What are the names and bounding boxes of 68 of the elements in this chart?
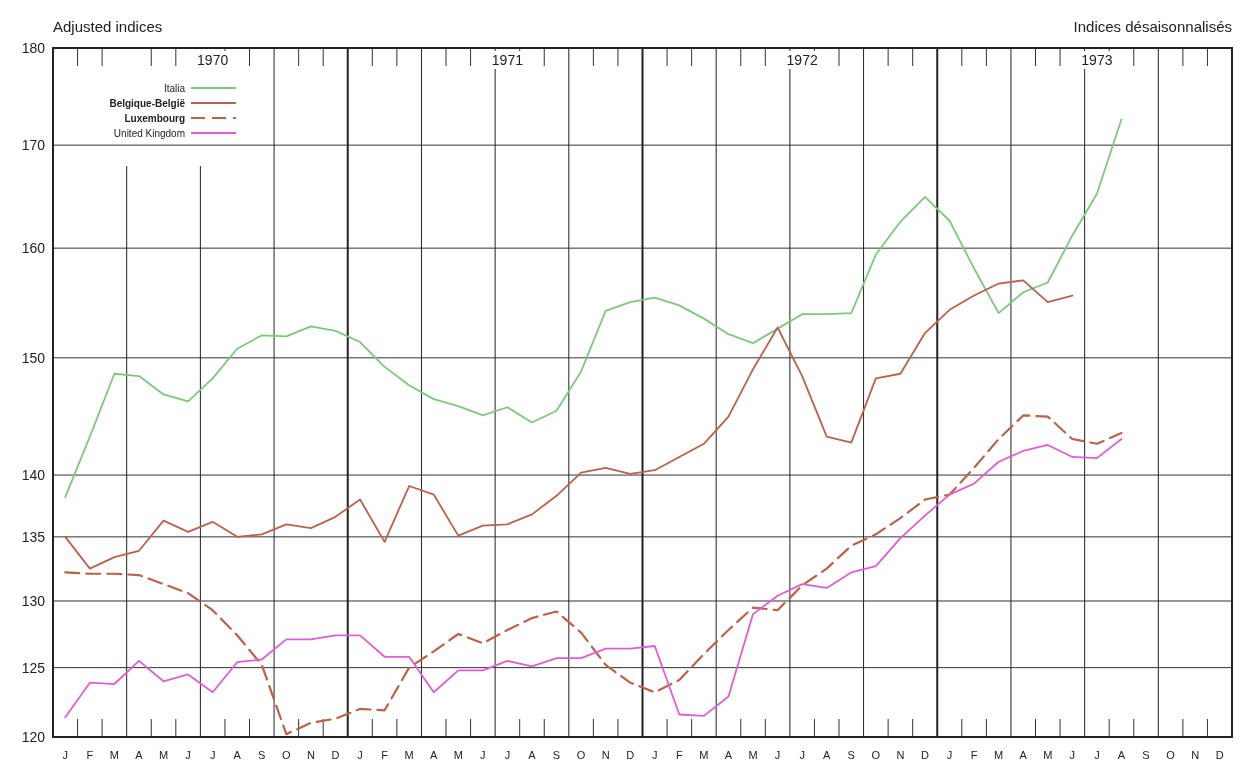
legend-label: Italia <box>163 82 186 94</box>
x-tick-label: D <box>1215 749 1224 761</box>
annotation: 1970 <box>197 52 229 68</box>
x-tick-label: J <box>504 749 511 761</box>
x-tick-label: A <box>135 749 144 761</box>
x-tick-label: A <box>233 749 242 761</box>
x-tick-label: D <box>920 749 929 761</box>
chart-title: Adjusted indices <box>53 18 163 35</box>
x-tick-label: N <box>601 749 610 761</box>
x-tick-label: A <box>528 749 537 761</box>
x-tick-label: M <box>748 749 758 761</box>
y-tick-label: 160 <box>21 240 46 257</box>
x-tick-label: N <box>896 749 905 761</box>
x-tick-label: F <box>970 749 978 761</box>
annotation: 1973 <box>1081 52 1113 68</box>
x-tick-label: A <box>724 749 733 761</box>
y-tick-label: 130 <box>21 592 46 609</box>
x-tick-label: J <box>209 749 216 761</box>
line-series <box>64 279 1074 570</box>
x-tick-label: A <box>430 749 439 761</box>
x-tick-label: J <box>774 749 781 761</box>
x-tick-label: D <box>626 749 635 761</box>
x-tick-label: F <box>86 749 94 761</box>
x-tick-label: F <box>675 749 683 761</box>
x-tick-label: J <box>652 749 658 761</box>
x-tick-label: M <box>158 749 169 761</box>
x-tick-label: M <box>404 749 414 761</box>
x-tick-label: F <box>381 749 389 761</box>
x-tick-label: J <box>1094 749 1100 761</box>
y-tick-label: 135 <box>21 528 46 545</box>
legend-label: Luxembourg <box>124 112 185 124</box>
x-tick-label: J <box>480 749 486 761</box>
x-tick-label: S <box>258 749 266 761</box>
x-tick-label: A <box>1117 749 1126 761</box>
y-tick-label: 150 <box>21 349 46 366</box>
x-tick-label: D <box>331 749 340 761</box>
x-tick-label: N <box>1191 749 1200 761</box>
x-tick-label: M <box>994 749 1004 761</box>
y-tick-label: 140 <box>21 466 46 483</box>
x-tick-label: O <box>282 749 292 761</box>
x-tick-label: J <box>1069 749 1076 761</box>
x-tick-label: J <box>185 749 191 761</box>
x-tick-label: O <box>871 749 881 761</box>
legend-label: United Kingdom <box>113 127 185 139</box>
x-tick-label: S <box>1142 749 1150 761</box>
annotation: 1972 <box>786 52 818 68</box>
x-tick-label: S <box>847 749 855 761</box>
x-tick-label: M <box>453 749 463 761</box>
x-tick-label: A <box>823 749 832 761</box>
x-tick-label: J <box>62 749 69 761</box>
annotation: 1971 <box>491 52 524 68</box>
y-tick-label: 125 <box>21 659 46 676</box>
x-tick-label: M <box>1043 749 1053 761</box>
x-tick-label: O <box>1166 749 1176 761</box>
y-tick-label: 120 <box>21 728 46 745</box>
x-tick-label: A <box>1019 749 1028 761</box>
y-tick-label: 180 <box>21 39 46 56</box>
y-tick-label: 170 <box>21 137 46 154</box>
chart-subtitle: Indices désaisonnalisés <box>1073 18 1232 35</box>
x-tick-label: S <box>552 749 561 761</box>
x-tick-label: O <box>576 749 586 761</box>
legend-label: Belgique-België <box>109 97 186 109</box>
x-tick-label: N <box>306 749 315 761</box>
x-tick-label: M <box>109 749 119 761</box>
x-tick-label: J <box>799 749 805 761</box>
x-tick-label: J <box>357 749 363 761</box>
x-tick-label: J <box>946 749 953 761</box>
x-tick-label: M <box>699 749 709 761</box>
